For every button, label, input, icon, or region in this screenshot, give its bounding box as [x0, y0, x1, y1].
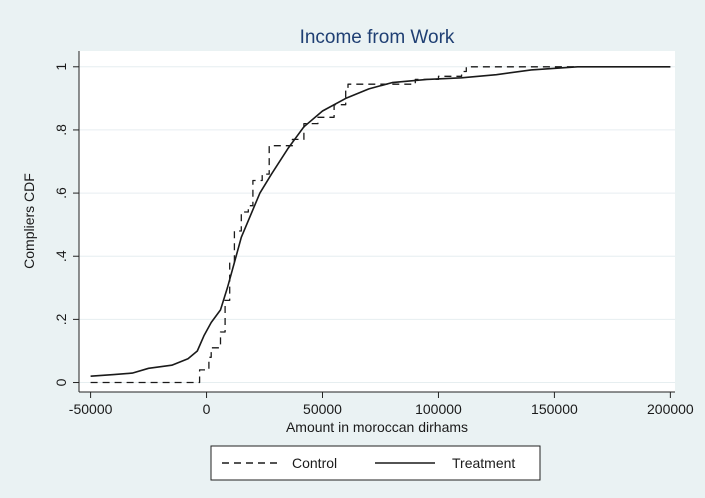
- y-tick-label-4: .8: [53, 124, 69, 136]
- x-tick-label-3: 100000: [415, 401, 462, 417]
- grid-lines: [79, 66, 675, 384]
- y-tick-label-2: .4: [53, 250, 69, 262]
- x-tick-label-4: 150000: [531, 401, 578, 417]
- series-layer: [90, 66, 671, 384]
- y-tick-label-3: .6: [53, 187, 69, 199]
- y-tick-label-5: 1: [53, 63, 69, 71]
- axes: 0 .2 .4 .6 .8 1 -50000 0 50000 100000 150000 200000: [53, 51, 694, 417]
- x-tick-label-1: 0: [203, 401, 211, 417]
- y-axis-label: Compliers CDF: [21, 173, 37, 269]
- series-line-control: [90, 66, 671, 384]
- legend-control-label: Control: [292, 455, 337, 471]
- plot-area: [79, 51, 675, 392]
- series-line-treatment: [90, 66, 671, 377]
- y-tick-label-0: 0: [53, 378, 69, 386]
- x-tick-label-2: 50000: [303, 401, 342, 417]
- y-tick-label-1: .2: [53, 313, 69, 325]
- x-tick-label-5: 200000: [647, 401, 694, 417]
- chart-title: Income from Work: [300, 27, 455, 48]
- legend: Control Treatment: [210, 445, 541, 481]
- legend-treatment-label: Treatment: [452, 455, 515, 471]
- x-axis-label: Amount in moroccan dirhams: [286, 419, 468, 435]
- x-tick-label-0: -50000: [69, 401, 113, 417]
